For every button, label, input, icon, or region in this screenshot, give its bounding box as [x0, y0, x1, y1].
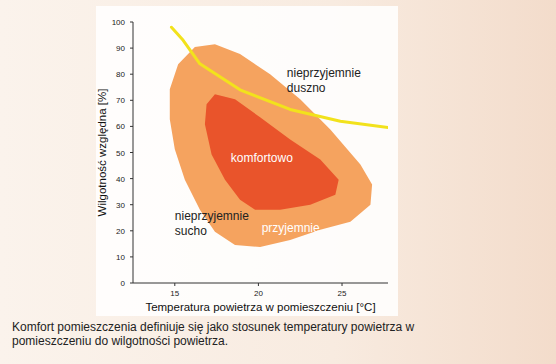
x-tick — [174, 283, 175, 286]
annotation: nieprzyjemnieduszno — [287, 66, 361, 95]
region-area — [205, 94, 339, 209]
region-area — [170, 44, 372, 247]
y-tick — [130, 126, 133, 127]
y-tick — [130, 22, 133, 23]
y-tick-label: 100 — [112, 18, 126, 27]
x-axis-title: Temperatura powietrza w pomieszczeniu [°… — [145, 301, 375, 313]
y-tick-label: 0 — [121, 279, 126, 288]
y-tick-label: 40 — [116, 175, 125, 184]
annotation-line: sucho — [175, 224, 207, 238]
y-tick-label: 50 — [116, 149, 125, 158]
y-tick — [130, 204, 133, 205]
y-tick-label: 20 — [116, 227, 125, 236]
caption: Komfort pomieszczenia definiuje się jako… — [12, 320, 467, 348]
y-tick — [130, 100, 133, 101]
y-tick-label: 70 — [116, 96, 125, 105]
annotation-line: nieprzyjemnie — [287, 66, 361, 80]
chart: przyjemnie komfortowo 0 10 20 30 40 50 60 70 80 90 1… — [0, 0, 556, 364]
y-tick-label: 10 — [116, 253, 125, 262]
x-axis — [133, 283, 388, 284]
region-label: komfortowo — [231, 151, 293, 165]
y-axis-title: Wilgotność względna [%] — [96, 89, 108, 217]
y-tick-label: 30 — [116, 201, 125, 210]
y-tick — [130, 283, 133, 284]
panel — [96, 6, 398, 316]
y-tick — [130, 74, 133, 75]
region-label: przyjemnie — [262, 221, 320, 235]
plot-marks — [170, 27, 388, 247]
annotation: nieprzyjemniesucho — [175, 209, 249, 238]
y-tick — [130, 178, 133, 179]
y-tick — [130, 256, 133, 257]
x-tick — [342, 283, 343, 286]
y-tick-label: 90 — [116, 44, 125, 53]
y-tick — [130, 152, 133, 153]
limit-curve — [171, 27, 388, 127]
annotation-line: duszno — [287, 81, 326, 95]
x-tick-label: 20 — [254, 289, 263, 298]
annotation-line: nieprzyjemnie — [175, 209, 249, 223]
x-tick-label: 25 — [338, 289, 347, 298]
x-tick-label: 15 — [170, 289, 179, 298]
y-tick-label: 60 — [116, 122, 125, 131]
x-tick — [258, 283, 259, 286]
y-tick — [130, 48, 133, 49]
y-tick — [130, 230, 133, 231]
y-tick-label: 80 — [116, 70, 125, 79]
